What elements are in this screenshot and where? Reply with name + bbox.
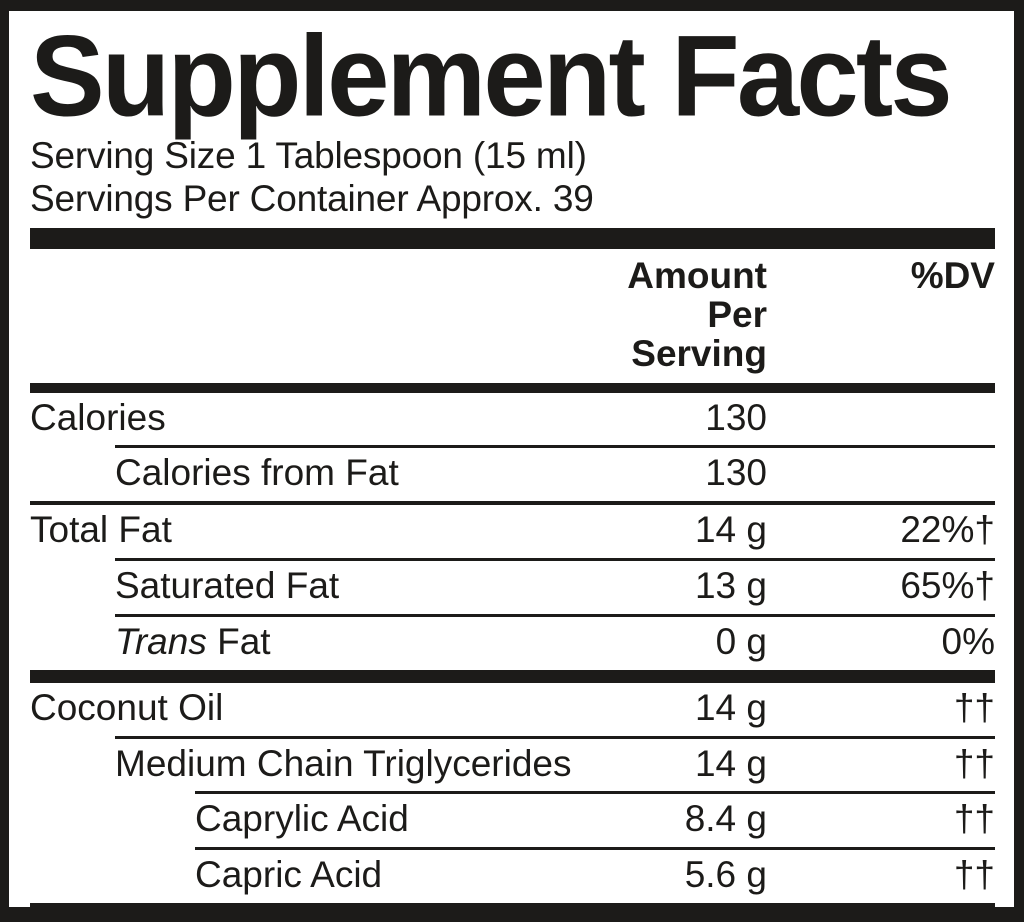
nutrient-name: Coconut Oil [30,686,224,728]
nutrient-amount: 0 g [715,620,767,662]
nutrient-row-caprylic-acid: Caprylic Acid 8.4 g †† [30,794,995,847]
nutrient-amount: 130 [705,452,767,494]
trans-rest-text: Fat [206,620,271,662]
section-bar-top [30,227,995,249]
nutrient-name: Medium Chain Triglycerides [115,742,572,784]
nutrient-dv: 65%† [900,565,995,607]
nutrient-amount: 130 [705,396,767,438]
nutrient-row-capric-acid: Capric Acid 5.6 g †† [30,850,995,903]
section-bar-middle [30,669,995,683]
nutrient-name: Total Fat [30,509,172,551]
nutrient-dv: †† [953,854,995,896]
nutrient-amount: 5.6 g [684,854,767,896]
nutrient-name: Calories [30,396,166,438]
servings-per-container-text: Servings Per Container Approx. 39 [30,178,594,220]
serving-size-text: Serving Size 1 Tablespoon (15 ml) [30,135,587,177]
nutrient-dv: †† [953,686,995,728]
nutrient-row-mct: Medium Chain Triglycerides 14 g †† [30,739,995,792]
nutrient-row-calories-from-fat: Calories from Fat 130 [30,448,995,501]
row-separator [115,445,995,449]
trans-italic-text: Trans [115,620,207,662]
nutrient-row-total-fat: Total Fat 14 g 22%† [30,505,995,558]
nutrient-name: Calories from Fat [115,452,399,494]
row-separator [30,501,995,506]
nutrient-row-coconut-oil: Coconut Oil 14 g †† [30,683,995,736]
nutrient-name: Capric Acid [195,854,383,896]
nutrient-row-trans-fat: Trans Fat 0 g 0% [30,617,995,670]
row-separator [115,613,995,617]
nutrient-amount: 14 g [694,686,767,728]
nutrient-dv: †† [953,798,995,840]
section-bar-bottom [30,903,995,907]
nutrient-amount: 14 g [694,742,767,784]
nutrient-name: Trans Fat [30,620,622,662]
nutrient-row-saturated-fat: Saturated Fat 13 g 65%† [30,561,995,614]
nutrient-dv: 22%† [900,509,995,551]
amount-per-serving-header: Amount Per Serving [627,254,767,374]
nutrient-dv: 0% [941,620,995,662]
column-header-row: Amount Per Serving %DV [30,249,995,383]
panel-title: Supplement Facts [30,11,953,141]
nutrient-row-calories: Calories 130 [30,393,995,446]
nutrient-amount: 13 g [694,565,767,607]
row-separator [115,735,995,739]
percent-dv-header: %DV [910,254,995,296]
row-separator [115,558,995,562]
header-divider-bar [30,382,995,393]
nutrient-name: Caprylic Acid [195,798,409,840]
row-separator [195,847,995,851]
row-separator [195,791,995,795]
nutrient-dv: †† [953,742,995,784]
nutrient-amount: 8.4 g [684,798,767,840]
nutrient-name: Saturated Fat [115,565,340,607]
nutrient-amount: 14 g [694,509,767,551]
